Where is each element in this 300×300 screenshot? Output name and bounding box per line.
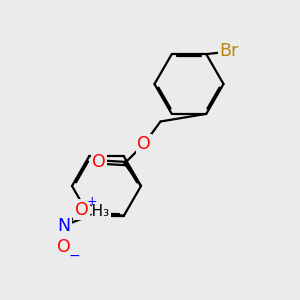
Text: CH₃: CH₃	[81, 204, 109, 219]
Text: +: +	[87, 195, 98, 208]
Text: O: O	[92, 153, 106, 171]
Text: O: O	[75, 201, 88, 219]
Text: −: −	[68, 249, 80, 263]
Text: O: O	[137, 135, 151, 153]
Text: O: O	[57, 238, 70, 256]
Text: Br: Br	[219, 42, 239, 60]
Text: N: N	[57, 218, 70, 236]
